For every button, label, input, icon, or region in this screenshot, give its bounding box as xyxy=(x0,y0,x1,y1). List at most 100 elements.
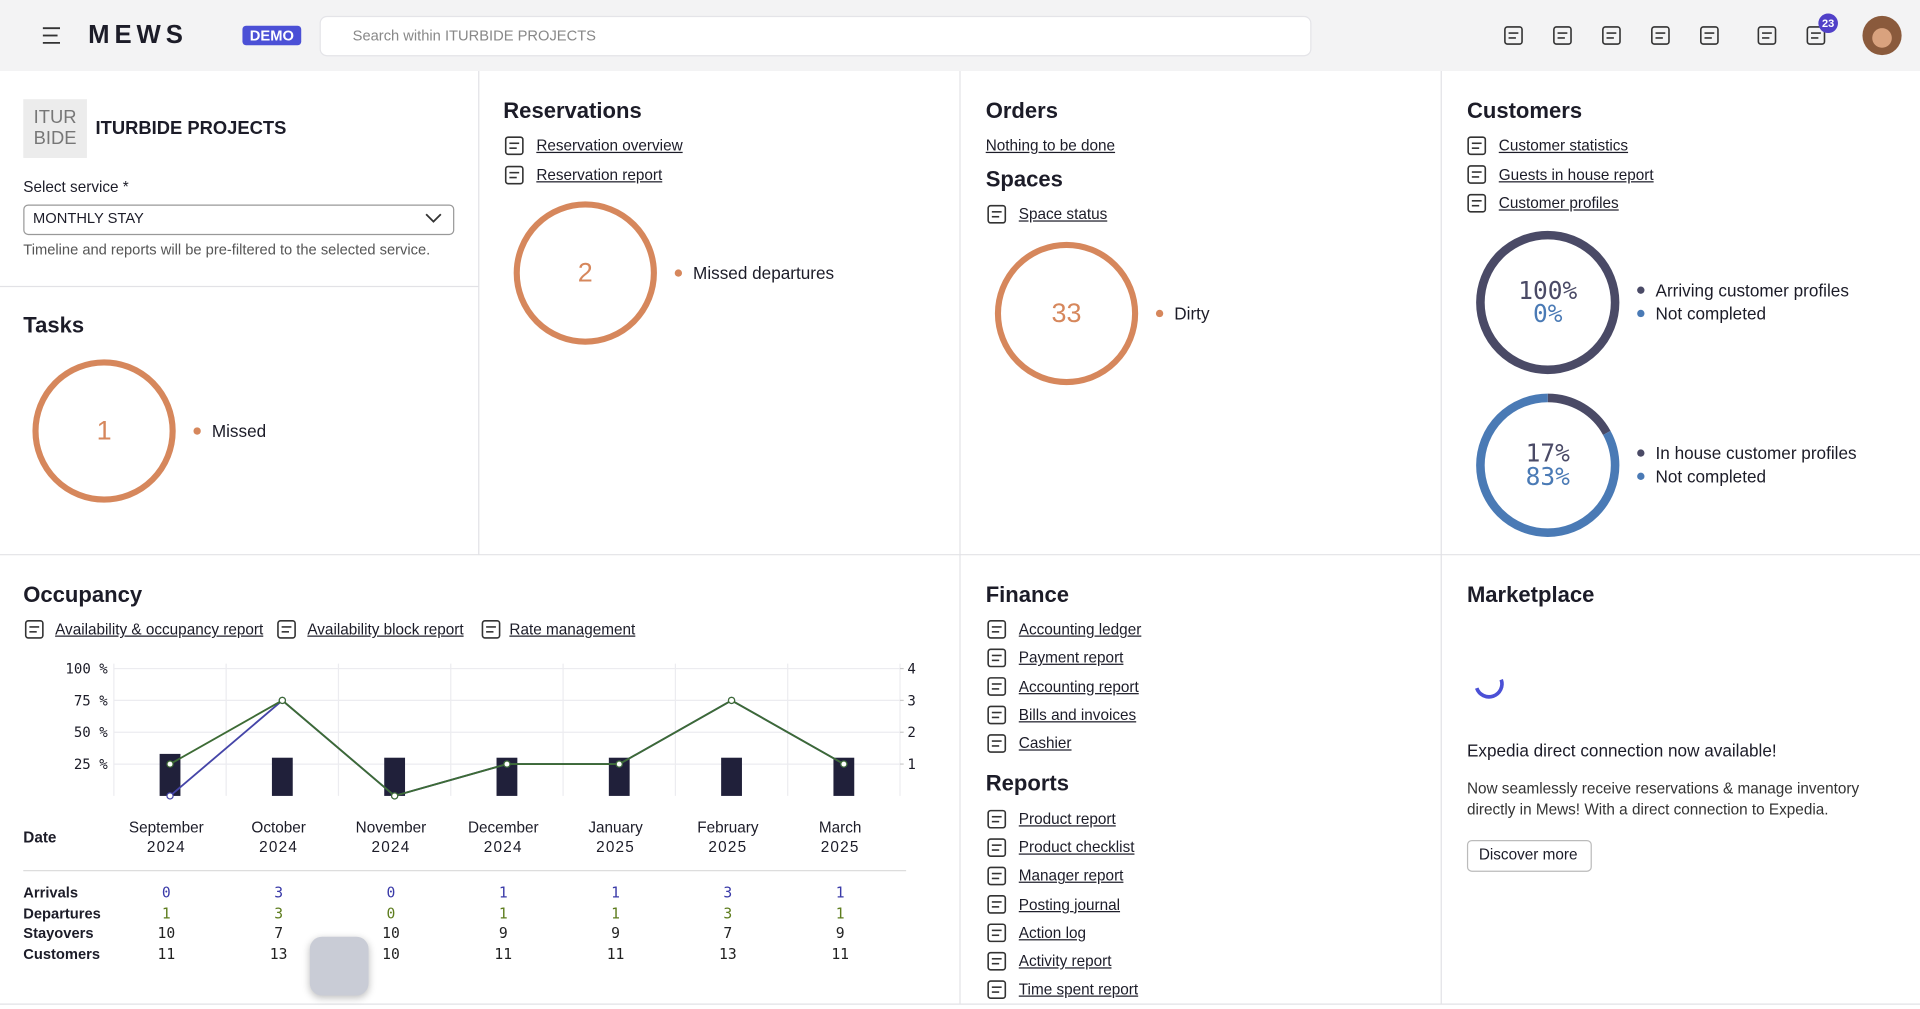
table-value: 1 xyxy=(161,904,171,922)
column-month: March xyxy=(818,819,862,837)
promo-body: Now seamlessly receive reservations & ma… xyxy=(1466,780,1860,818)
link[interactable]: Customer statistics xyxy=(1498,137,1629,155)
count-label: Dirty xyxy=(1174,303,1210,324)
y-tick-label: 50 % xyxy=(73,723,108,741)
legend-dot xyxy=(674,269,683,277)
link-icon-shape xyxy=(987,980,1007,1000)
table-value: 3 xyxy=(723,904,733,922)
legend-dot xyxy=(1637,286,1645,294)
link[interactable]: Payment report xyxy=(1018,649,1124,667)
link-icon xyxy=(987,809,1007,829)
count-value: 2 xyxy=(577,257,593,288)
table-value: 3 xyxy=(274,884,284,902)
column-year: 2025 xyxy=(596,838,636,856)
toolbar-icon-shape xyxy=(1700,26,1719,45)
link[interactable]: Product report xyxy=(1018,810,1116,828)
section-title: Tasks xyxy=(23,312,85,338)
column-month: September xyxy=(128,819,204,837)
table-value: 9 xyxy=(611,924,620,943)
section-title: Marketplace xyxy=(1466,582,1595,607)
link-icon-shape xyxy=(987,677,1007,696)
service-select[interactable] xyxy=(23,204,455,236)
demo-badge xyxy=(242,25,302,46)
link[interactable]: Nothing to be done xyxy=(985,137,1116,155)
column-year: 2024 xyxy=(259,838,299,856)
link[interactable]: Cashier xyxy=(1018,734,1072,753)
promo-button[interactable] xyxy=(1466,840,1592,872)
property-name: ITURBIDE PROJECTS xyxy=(95,118,287,139)
count-ring xyxy=(513,201,657,345)
link[interactable]: Posting journal xyxy=(1018,895,1121,913)
donut-value: 17% xyxy=(1525,438,1570,468)
link[interactable]: Availability & occupancy report xyxy=(55,620,264,638)
donut-segment xyxy=(1476,230,1620,375)
link[interactable]: Activity report xyxy=(1018,952,1112,970)
donut-label: Not completed xyxy=(1655,303,1767,324)
y2-tick-label: 1 xyxy=(907,755,916,773)
section-title: Customers xyxy=(1466,98,1583,124)
table-value: 13 xyxy=(269,945,288,963)
toolbar-icon xyxy=(1602,26,1621,45)
table-value: 1 xyxy=(611,884,620,902)
property-logo xyxy=(23,99,87,158)
link[interactable]: Product checklist xyxy=(1018,839,1135,857)
select-hint: Timeline and reports will be pre-filtere… xyxy=(23,241,431,259)
promo-button-text[interactable]: Discover more xyxy=(1478,846,1578,864)
promo-headline: Expedia direct connection now available! xyxy=(1466,740,1777,761)
column-year: 2025 xyxy=(820,838,860,856)
toolbar-icon-shape xyxy=(1806,26,1826,45)
link[interactable]: Rate management xyxy=(509,620,636,638)
table-value: 11 xyxy=(606,945,625,963)
table-value: 1 xyxy=(498,904,508,922)
link-icon xyxy=(987,705,1007,725)
link-icon xyxy=(1467,165,1487,184)
link-icon-shape xyxy=(987,204,1007,224)
link[interactable]: Accounting ledger xyxy=(1018,620,1142,638)
table-value: 0 xyxy=(386,884,396,902)
link[interactable]: Manager report xyxy=(1018,867,1124,885)
donut-label: In house customer profiles xyxy=(1655,443,1857,463)
link-icon-shape xyxy=(987,866,1007,886)
link-icon-shape xyxy=(987,838,1007,857)
demo-badge-text: DEMO xyxy=(249,26,294,45)
y2-tick-label: 3 xyxy=(907,691,916,709)
link[interactable]: Time spent report xyxy=(1018,981,1139,999)
row-label: Stayovers xyxy=(23,924,94,943)
link[interactable]: Availability block report xyxy=(307,620,464,638)
link[interactable]: Accounting report xyxy=(1018,677,1139,696)
donut-value: 0% xyxy=(1533,298,1563,329)
section-title: Reservations xyxy=(503,98,642,124)
toolbar-icon-shape xyxy=(1651,26,1670,45)
table-header: Date xyxy=(23,828,57,847)
link-icon-shape xyxy=(24,620,44,639)
search-box[interactable] xyxy=(319,15,1312,57)
legend-dot xyxy=(1155,309,1164,318)
table-value: 1 xyxy=(498,884,508,902)
link[interactable]: Space status xyxy=(1018,205,1108,223)
link[interactable]: Bills and invoices xyxy=(1018,706,1137,724)
link[interactable]: Reservation overview xyxy=(536,137,683,155)
floating-app[interactable] xyxy=(309,936,369,996)
line-marker xyxy=(166,792,174,800)
donut-label: Not completed xyxy=(1655,466,1767,487)
column-year: 2025 xyxy=(708,838,748,856)
table-value: 11 xyxy=(494,945,513,963)
link[interactable]: Customer profiles xyxy=(1498,194,1619,212)
link[interactable]: Reservation report xyxy=(536,166,663,184)
link-icon xyxy=(987,734,1007,753)
link-icon-shape xyxy=(987,923,1007,943)
table-value: 0 xyxy=(386,904,396,922)
link-icon xyxy=(987,895,1007,914)
link-icon xyxy=(987,980,1007,1000)
y-tick-label: 100 % xyxy=(65,660,108,678)
row-label: Departures xyxy=(23,904,101,922)
toolbar-icon xyxy=(1700,26,1719,45)
link-icon xyxy=(987,677,1007,696)
toolbar-icon-shape xyxy=(1553,26,1572,45)
occupancy-bar xyxy=(496,757,518,796)
link[interactable]: Guests in house report xyxy=(1498,165,1654,184)
link[interactable]: Action log xyxy=(1018,924,1087,942)
